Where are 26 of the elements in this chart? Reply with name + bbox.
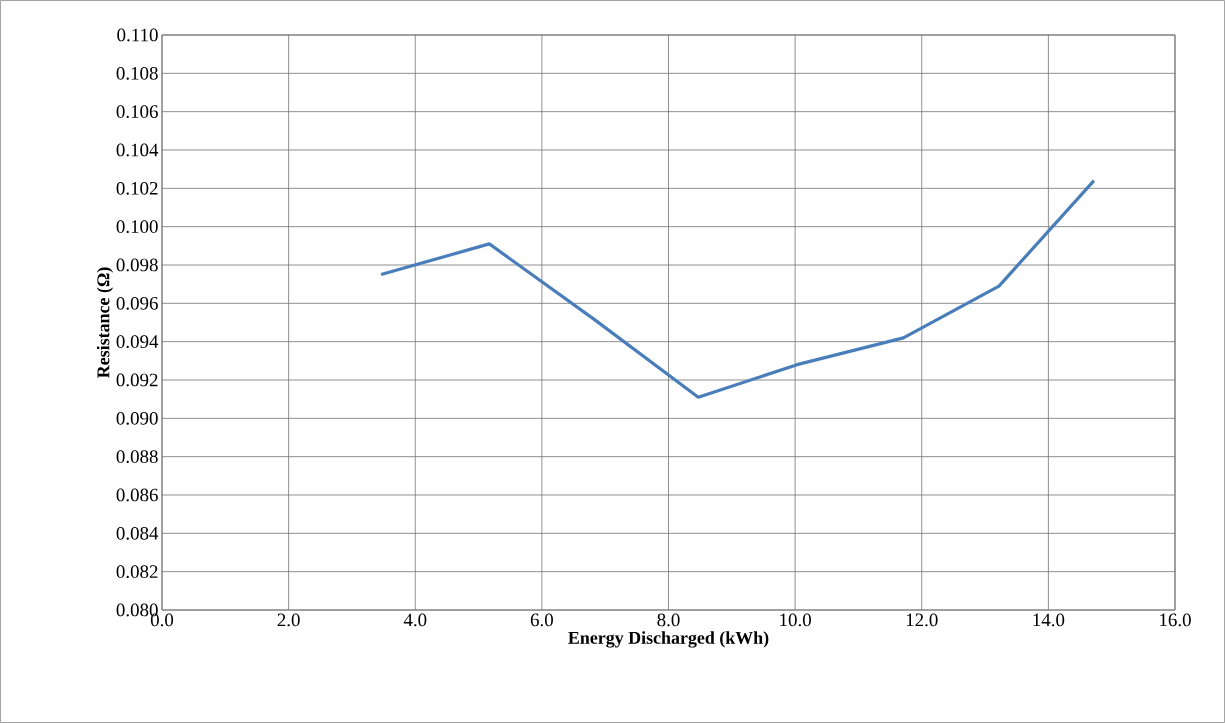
y-axis-title: Resistance (Ω) [96,267,114,378]
y-tick-label: 0.096 [116,296,158,310]
x-axis-title: Energy Discharged (kWh) [568,631,769,648]
y-tick-label: 0.108 [116,66,158,80]
y-tick-label: 0.088 [116,450,158,464]
y-tick-label: 0.084 [116,526,159,540]
x-tick-label: 4.0 [403,613,427,627]
y-tick-label: 0.102 [116,181,158,195]
y-tick-label: 0.092 [116,373,158,387]
y-tick-label: 0.094 [116,335,159,349]
x-tick-label: 2.0 [277,613,300,627]
y-tick-label: 0.090 [116,411,158,425]
x-tick-label: 8.0 [657,613,680,627]
x-tick-label: 10.0 [780,613,811,627]
y-tick-label: 0.104 [116,143,159,157]
y-tick-label: 0.100 [116,220,158,234]
line-series [379,179,1096,399]
x-tick-label: 14.0 [1033,613,1065,627]
y-tick-label: 0.110 [117,28,158,42]
x-tick-label: 16.0 [1160,613,1191,627]
y-tick-label: 0.098 [116,258,158,272]
x-tick-label: 6.0 [530,613,553,627]
x-tick-label: 12.0 [906,613,938,627]
y-tick-label: 0.106 [116,105,158,119]
y-tick-label: 0.082 [116,565,158,579]
y-tick-label: 0.086 [116,488,158,502]
